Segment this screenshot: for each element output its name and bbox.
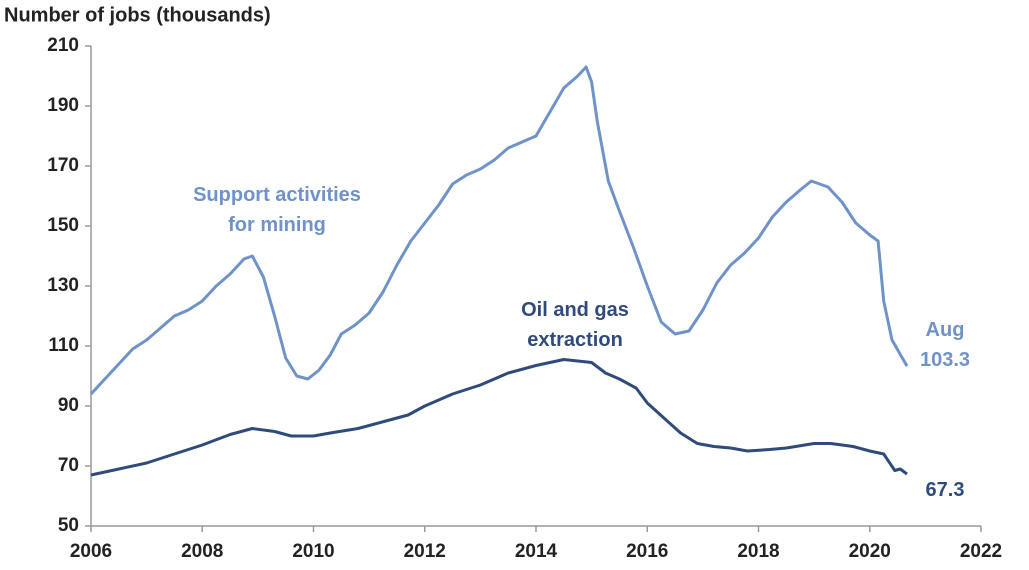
- y-tick-label: 150: [47, 215, 79, 236]
- y-tick-label: 110: [48, 335, 79, 356]
- series-label: Oil and gas extraction: [521, 299, 629, 351]
- y-tick-label: 70: [58, 455, 79, 476]
- x-tick-label: 2016: [626, 541, 668, 562]
- x-tick-label: 2022: [960, 541, 1002, 562]
- y-tick-label: 50: [58, 515, 79, 536]
- x-tick-label: 2020: [849, 541, 891, 562]
- y-tick-label: 170: [47, 155, 79, 176]
- annotation: Aug: [925, 319, 965, 341]
- data-label: 67.3: [925, 479, 965, 501]
- y-tick-label: 190: [47, 95, 79, 116]
- x-tick-label: 2006: [70, 541, 112, 562]
- x-tick-label: 2014: [515, 541, 558, 562]
- y-tick-label: 210: [47, 35, 79, 56]
- data-label: 103.3: [919, 349, 971, 371]
- x-tick-label: 2010: [292, 541, 334, 562]
- x-tick-label: 2018: [737, 541, 779, 562]
- series-line: [90, 358, 908, 477]
- series-label: Support activities for mining: [193, 184, 361, 236]
- x-tick-label: 2008: [181, 541, 223, 562]
- series-line: [89, 65, 909, 396]
- x-tick-label: 2012: [404, 541, 446, 562]
- y-axis-label: Number of jobs (thousands): [4, 4, 271, 26]
- y-tick-label: 90: [58, 395, 79, 416]
- y-tick-label: 130: [47, 275, 79, 296]
